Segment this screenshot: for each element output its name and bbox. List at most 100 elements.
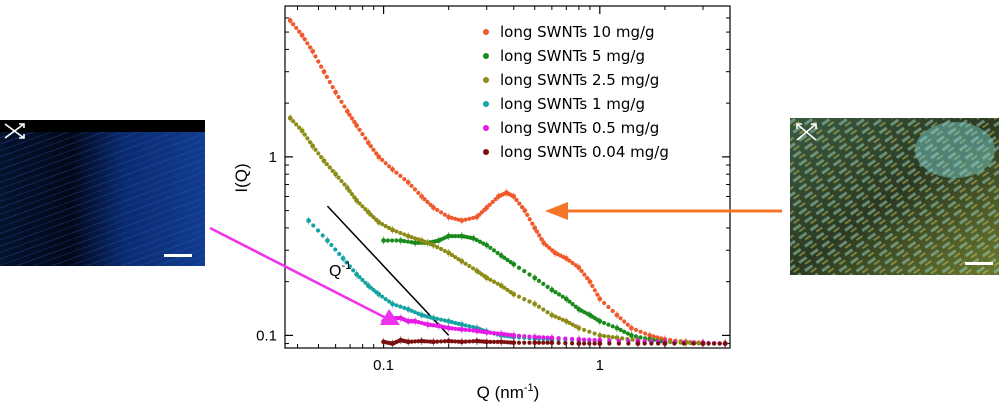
data-point: [493, 197, 498, 202]
data-point: [383, 297, 388, 302]
data-point: [563, 255, 569, 261]
data-point: [453, 233, 458, 239]
legend-label: long SWNTs 5 mg/g: [500, 47, 645, 65]
y-tick-label: 1: [269, 149, 277, 166]
data-point: [297, 29, 302, 34]
data-point: [527, 340, 532, 345]
data-point: [380, 157, 385, 163]
data-point: [587, 279, 593, 285]
data-point: [556, 316, 562, 321]
data-point: [642, 341, 647, 346]
data-point: [498, 253, 504, 258]
y-tick-label: 0.1: [256, 327, 277, 344]
data-point: [522, 269, 527, 274]
data-point: [517, 201, 522, 206]
data-point: [463, 339, 468, 344]
data-point: [463, 323, 468, 328]
data-point: [576, 336, 582, 342]
data-point: [532, 334, 538, 340]
series-5: [381, 336, 728, 348]
data-point: [310, 48, 316, 54]
data-point: [614, 312, 620, 318]
data-point: [470, 266, 476, 271]
left-pointer-arrow: [209, 226, 400, 325]
data-point: [717, 341, 722, 346]
data-point: [330, 168, 335, 173]
data-point: [672, 341, 677, 346]
data-point: [556, 292, 562, 297]
data-point: [700, 341, 706, 346]
data-point: [409, 308, 414, 313]
data-point: [484, 339, 490, 345]
data-point: [618, 316, 623, 321]
data-point: [354, 123, 359, 128]
data-point: [339, 178, 344, 184]
data-point: [516, 294, 522, 299]
legend-marker: [483, 149, 489, 155]
data-point: [376, 154, 382, 160]
data-point: [544, 243, 549, 248]
data-point: [678, 340, 683, 345]
data-point: [502, 285, 507, 290]
data-point: [488, 277, 493, 282]
data-point: [498, 331, 504, 337]
data-point: [412, 310, 418, 315]
data-point: [560, 294, 565, 299]
data-point: [537, 233, 542, 238]
data-point: [297, 125, 302, 130]
data-point: [416, 240, 421, 245]
data-point: [549, 335, 555, 341]
data-point: [633, 334, 639, 339]
data-point: [597, 318, 603, 324]
data-point: [681, 341, 687, 346]
data-point: [563, 296, 569, 302]
data-point: [579, 268, 584, 274]
data-point: [386, 299, 392, 304]
data-point: [315, 228, 321, 233]
data-point: [428, 202, 433, 207]
data-point: [606, 322, 611, 327]
data-point: [402, 238, 407, 244]
data-point: [467, 339, 472, 344]
data-point: [333, 247, 338, 252]
data-point: [449, 319, 455, 325]
data-point: [307, 140, 313, 145]
data-point: [342, 182, 347, 187]
data-point: [442, 248, 447, 254]
data-point: [352, 195, 357, 200]
data-point: [549, 312, 555, 318]
data-point: [534, 229, 540, 234]
data-point: [545, 340, 550, 345]
data-point: [459, 218, 465, 223]
data-point: [402, 305, 407, 311]
data-point: [344, 260, 349, 265]
data-point: [527, 217, 532, 222]
data-point: [438, 246, 444, 252]
data-point: [453, 326, 458, 331]
data-point: [347, 188, 352, 194]
data-point: [336, 94, 341, 100]
data-point: [527, 299, 532, 304]
data-point: [383, 161, 388, 166]
right-pointer-arrow: [545, 202, 782, 220]
data-point: [582, 327, 587, 332]
data-point: [511, 340, 517, 346]
data-point: [495, 339, 500, 344]
data-point: [324, 162, 329, 167]
data-point: [394, 303, 399, 308]
data-point: [545, 284, 550, 289]
data-point: [463, 261, 468, 266]
data-point: [587, 341, 592, 346]
data-point: [402, 177, 407, 182]
data-point: [576, 341, 582, 346]
data-point: [354, 198, 359, 203]
data-point: [294, 25, 299, 31]
data-point: [459, 339, 465, 345]
data-point: [516, 265, 522, 270]
data-point: [453, 216, 458, 221]
data-point: [398, 238, 404, 243]
slope-annotation: Q-1: [329, 260, 351, 280]
legend-label: long SWNTs 1 mg/g: [500, 95, 645, 113]
data-point: [502, 255, 507, 260]
